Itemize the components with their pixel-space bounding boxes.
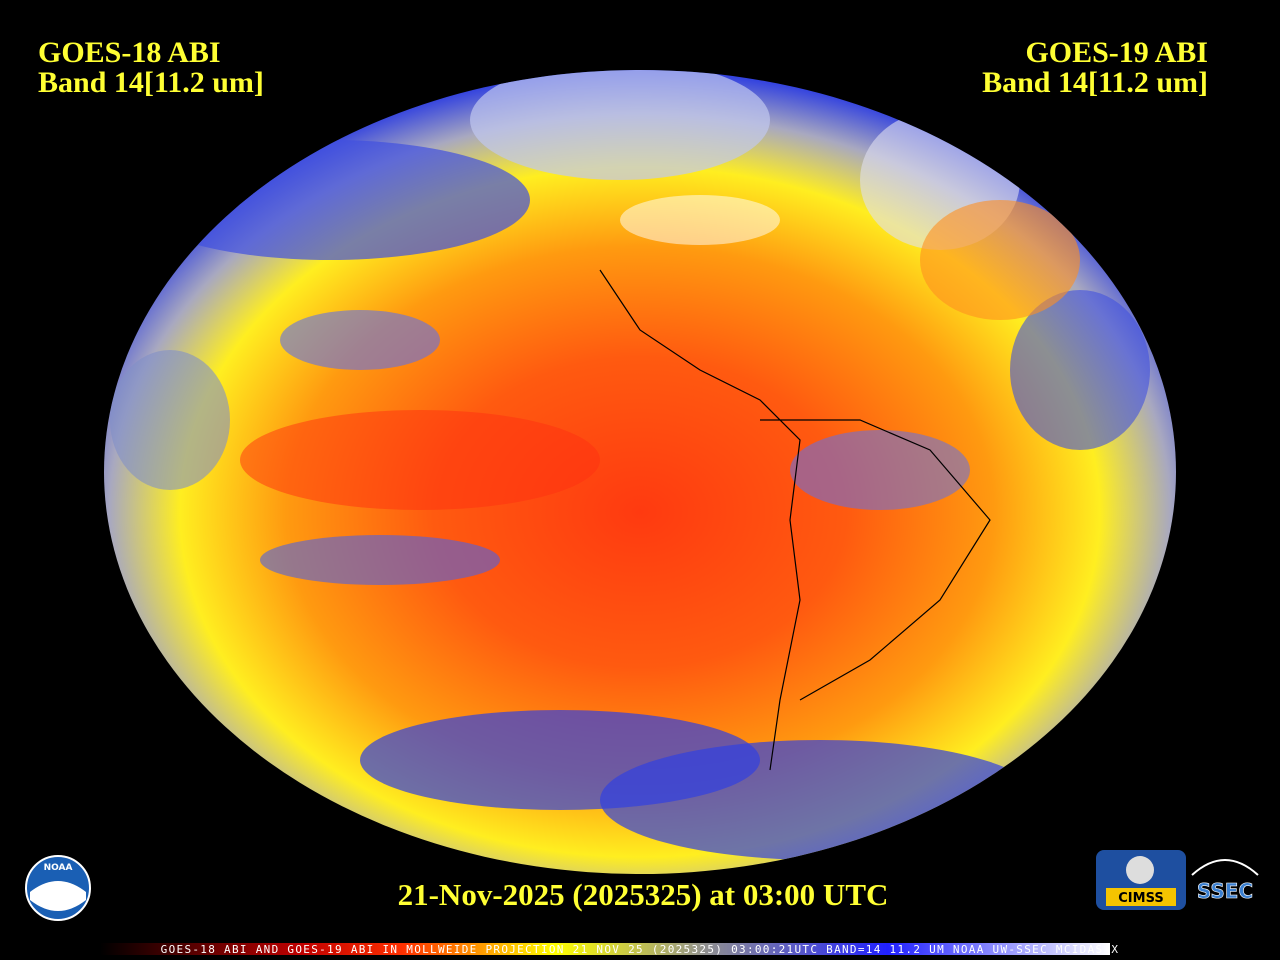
- globe: [104, 70, 1176, 874]
- banner: GOES-18 ABI AND GOES-19 ABI IN MOLLWEIDE…: [161, 943, 1120, 956]
- ssec-logo: SSEC: [1191, 859, 1259, 903]
- noaa-label: NOAA: [44, 863, 73, 873]
- noaa-logo: NOAA: [25, 855, 91, 921]
- color-bar: [100, 943, 1110, 955]
- left-band: Band 14[11.2 um]: [38, 66, 264, 99]
- left-title: GOES-18 ABI: [38, 36, 221, 69]
- coastlines: [599, 269, 991, 771]
- timestamp: 21-Nov-2025 (2025325) at 03:00 UTC: [398, 877, 889, 912]
- cimss-label: CIMSS: [1118, 891, 1163, 906]
- right-band: Band 14[11.2 um]: [982, 66, 1208, 99]
- cimss-logo: CIMSS: [1096, 850, 1186, 910]
- right-title: GOES-19 ABI: [1025, 36, 1208, 69]
- ssec-label: SSEC: [1197, 879, 1253, 903]
